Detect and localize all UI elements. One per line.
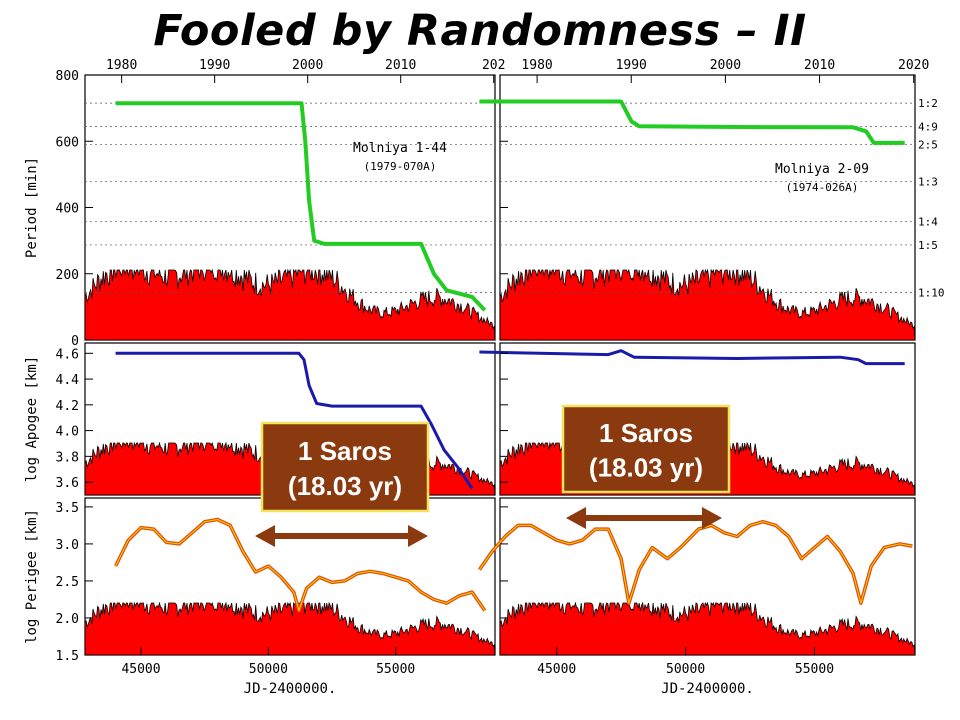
saros-arrow-left — [255, 525, 428, 547]
saros-box-right-rect — [561, 404, 731, 494]
x-tick-label: 55000 — [376, 662, 415, 677]
slide-title: Fooled by Randomness – II — [153, 6, 807, 56]
x-tick-label: 55000 — [795, 662, 834, 677]
solar-fill-left-0 — [84, 268, 496, 341]
x-tick-label: 45000 — [537, 662, 576, 677]
y-axis-label: log Apogee [km] — [24, 356, 40, 482]
x-tick-label: 50000 — [249, 662, 288, 677]
tick-marks — [85, 74, 915, 656]
saros-label-line2: (18.03 yr) — [589, 453, 703, 483]
y-tick-label: 3.6 — [56, 476, 79, 491]
saros-arrow-right — [566, 507, 722, 529]
satellite-label: (1979-070A) — [364, 160, 437, 173]
saros-label-line1: 1 Saros — [599, 418, 693, 448]
curve-highlight-bottom-left — [115, 519, 486, 612]
year-tick-label: 1990 — [616, 58, 647, 73]
y-tick-label: 600 — [56, 135, 79, 150]
saros-box-right: 1 Saros (18.03 yr) — [561, 404, 731, 494]
year-tick-label: 2020 — [898, 58, 929, 73]
saros-arrow-right-head-right — [702, 507, 722, 529]
x-tick-label: 45000 — [121, 662, 160, 677]
year-tick-label: 202 — [482, 58, 505, 73]
axis-labels: 1980 1990 2000 2010 202 1980 1990 2000 2010 2020 0… — [24, 58, 945, 697]
year-tick-label: 1980 — [521, 58, 552, 73]
curves — [114, 99, 913, 613]
x-axis-label: JD-2400000. — [661, 681, 754, 697]
saros-arrow-left-head-left — [255, 525, 275, 547]
curve-top-right — [479, 99, 905, 145]
saros-box-left: 1 Saros (18.03 yr) — [260, 421, 430, 513]
y-tick-label: 3.8 — [56, 450, 79, 465]
year-tick-label: 2000 — [292, 58, 323, 73]
y-tick-label: 4.4 — [56, 373, 80, 388]
x-axis-label: JD-2400000. — [244, 681, 337, 697]
x-tick-label: 50000 — [666, 662, 705, 677]
solar-fill-left-2 — [84, 601, 496, 656]
resonance-label: 1:10 — [918, 287, 945, 300]
saros-label-line2: (18.03 yr) — [288, 471, 402, 501]
year-tick-label: 2010 — [385, 58, 416, 73]
y-axis-label: Period [min] — [24, 157, 40, 258]
resonance-label: 1:2 — [918, 97, 938, 110]
y-tick-label: 2.5 — [56, 575, 79, 590]
resonance-label: 4:9 — [918, 120, 938, 133]
curve-middle-right — [479, 349, 905, 366]
resonance-label: 2:5 — [918, 139, 938, 152]
y-tick-label: 1.5 — [56, 649, 79, 664]
y-tick-label: 400 — [56, 202, 79, 217]
y-tick-label: 4.0 — [56, 425, 79, 440]
y-tick-label: 0 — [71, 334, 79, 349]
overlays: 1 Saros (18.03 yr) 1 Saros (18.03 yr) — [255, 404, 731, 547]
curve-highlight-bottom-right — [478, 521, 913, 604]
year-tick-label: 1980 — [106, 58, 137, 73]
curve-middle-left — [115, 351, 474, 490]
saros-box-left-rect — [260, 421, 430, 513]
curve-top-left — [115, 101, 487, 312]
y-tick-label: 3.0 — [56, 538, 79, 553]
saros-arrow-right-head-left — [566, 507, 586, 529]
y-tick-label: 800 — [56, 69, 79, 84]
y-tick-label: 200 — [56, 268, 79, 283]
satellite-label: (1974-026A) — [786, 181, 859, 194]
resonance-label: 1:3 — [918, 176, 938, 189]
saros-arrow-left-head-right — [408, 525, 428, 547]
resonance-label: 1:5 — [918, 239, 938, 252]
saros-label-line1: 1 Saros — [298, 436, 392, 466]
resonance-label: 1:4 — [918, 215, 938, 228]
year-tick-label: 1990 — [199, 58, 230, 73]
y-tick-label: 4.6 — [56, 347, 79, 362]
y-tick-label: 3.5 — [56, 501, 79, 516]
satellite-label: Molniya 1-44 — [353, 141, 447, 156]
year-tick-label: 2000 — [710, 58, 741, 73]
y-tick-label: 4.2 — [56, 399, 79, 414]
curve-bottom-right — [477, 519, 913, 605]
satellite-label: Molniya 2-09 — [775, 162, 869, 177]
y-axis-label: log Perigee [km] — [24, 509, 40, 644]
y-tick-label: 2.0 — [56, 612, 79, 627]
solar-fill-right-2 — [499, 601, 916, 656]
year-tick-label: 2010 — [804, 58, 835, 73]
solar-fill-right-0 — [499, 268, 916, 341]
